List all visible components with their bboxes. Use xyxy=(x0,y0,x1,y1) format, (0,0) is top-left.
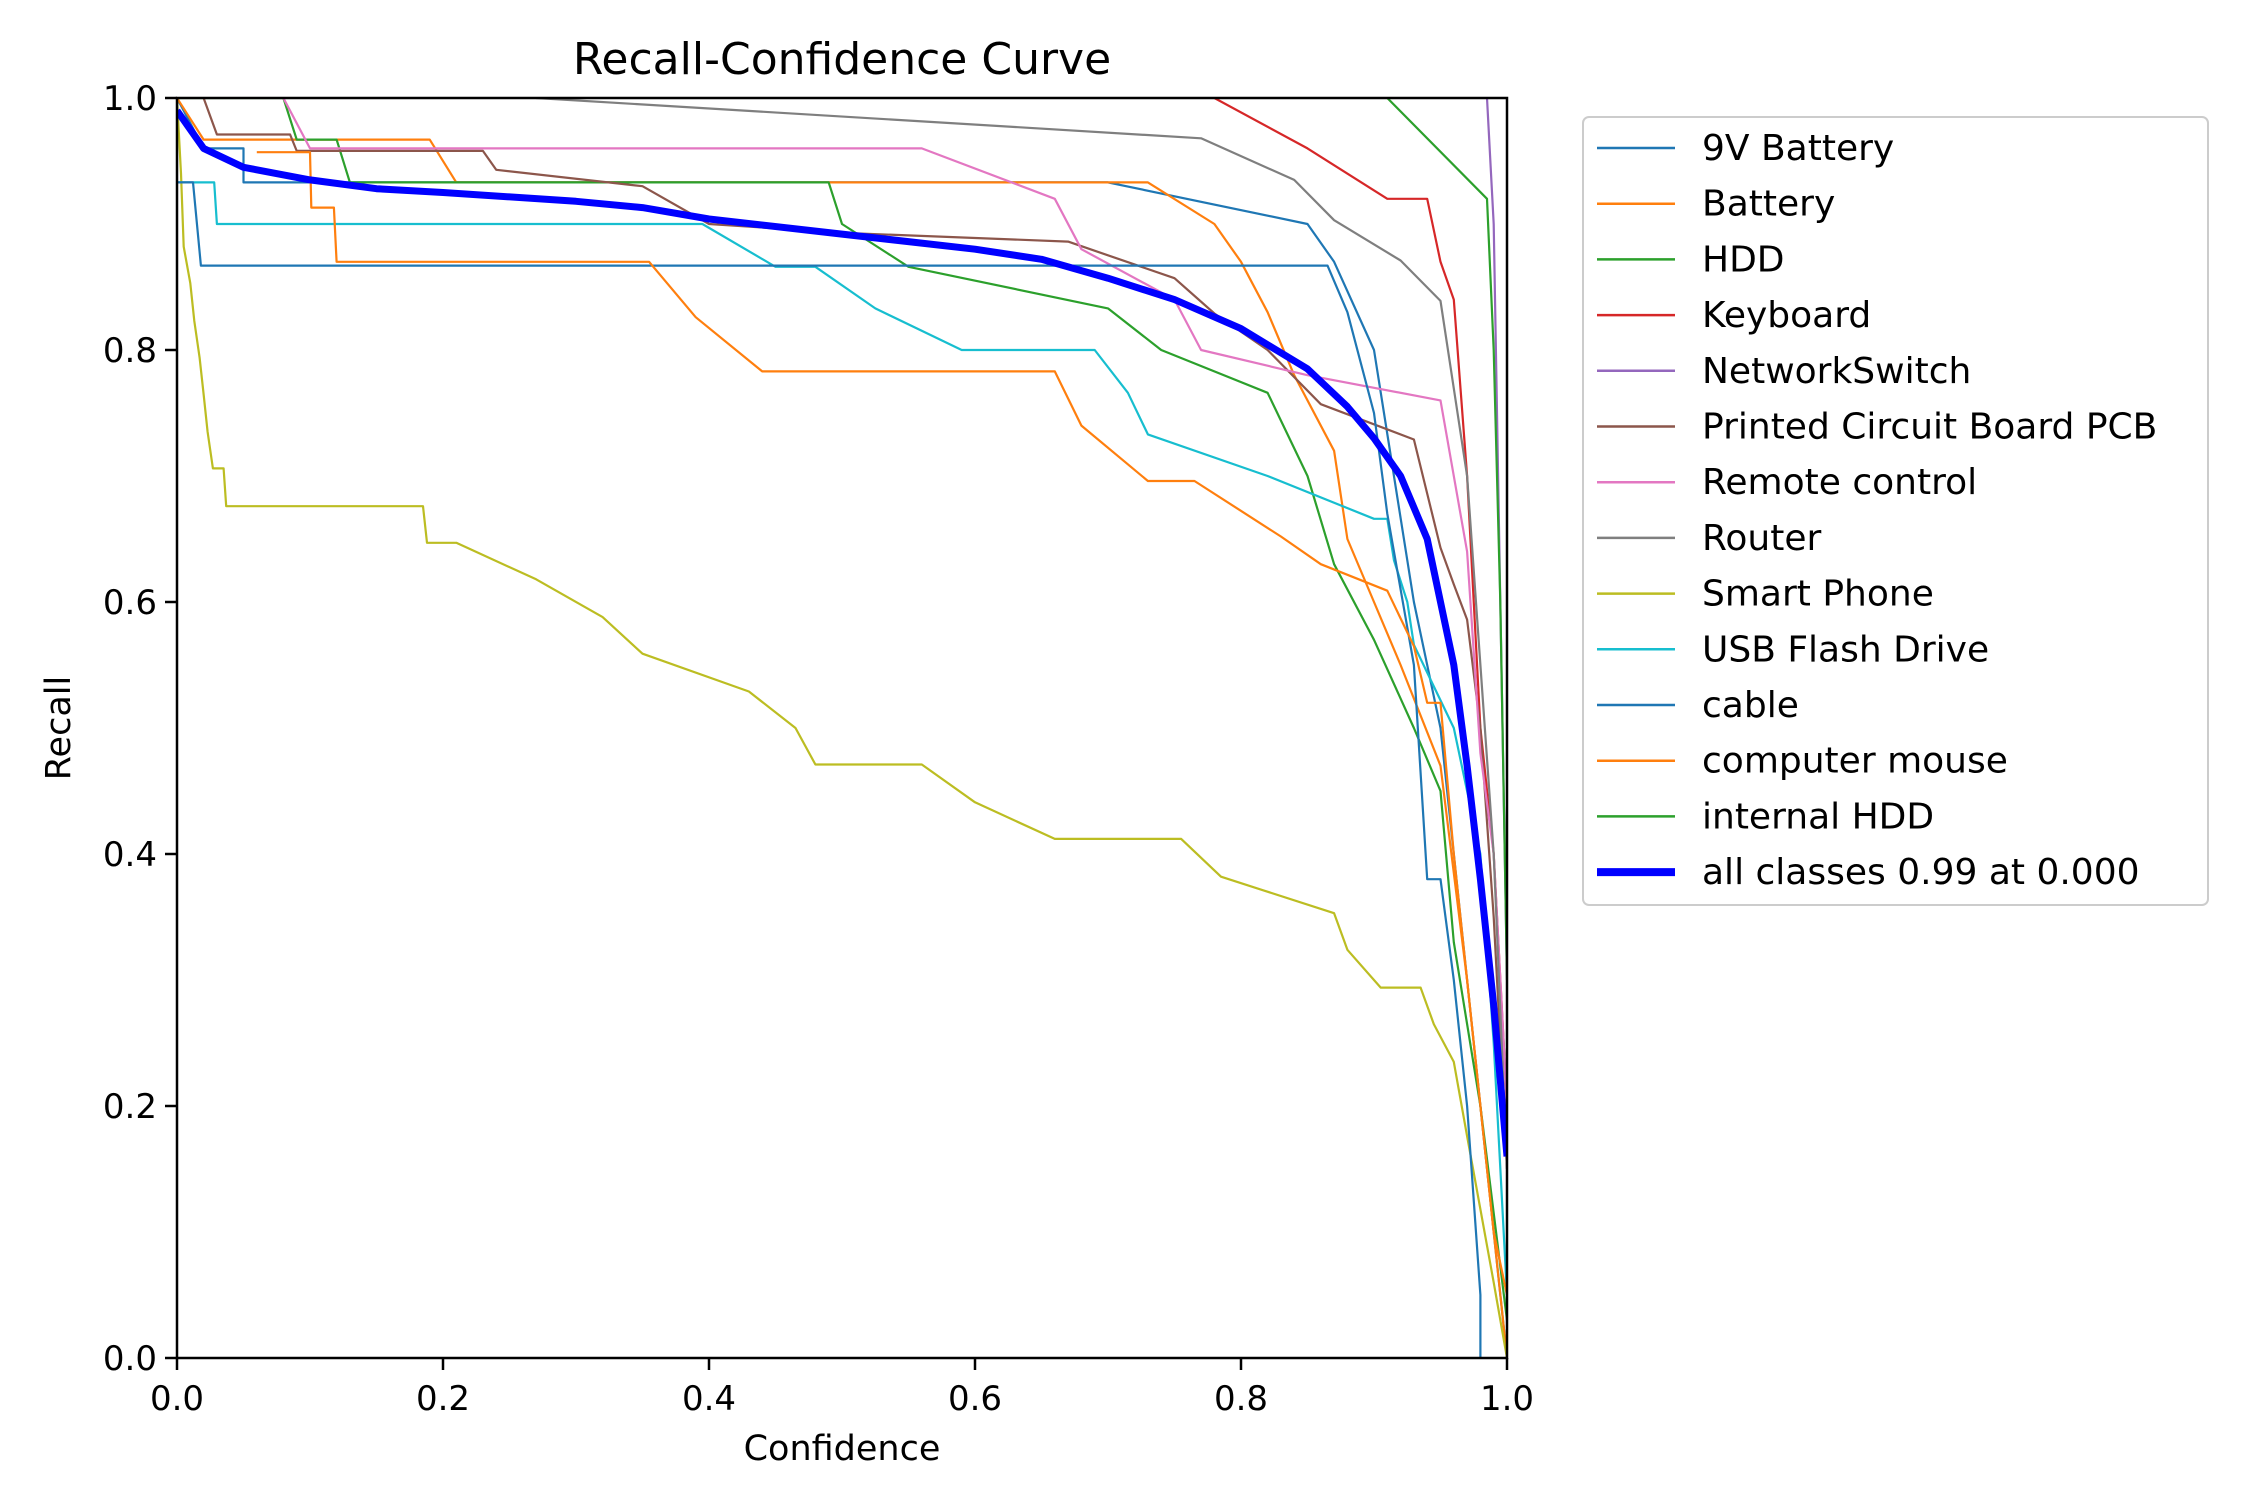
y-axis: 0.0 0.2 0.4 0.6 0.8 1.0 xyxy=(103,79,177,1379)
legend-label-12: internal HDD xyxy=(1702,796,1934,837)
legend-label-1: Battery xyxy=(1702,184,1835,225)
legend-label-11: computer mouse xyxy=(1702,741,2008,782)
series-line-0 xyxy=(177,98,1507,1358)
legend-label-5: Printed Circuit Board PCB xyxy=(1702,407,2157,448)
legend-label-7: Router xyxy=(1702,518,1822,559)
x-tick-label: 0.0 xyxy=(150,1379,204,1419)
series-line-7 xyxy=(536,98,1507,1170)
y-tick-label: 0.6 xyxy=(103,583,157,623)
legend-label-3: Keyboard xyxy=(1702,295,1871,336)
series-line-6 xyxy=(282,98,1507,1107)
legend-label-13: all classes 0.99 at 0.000 xyxy=(1702,852,2140,893)
y-tick-label: 0.2 xyxy=(103,1087,157,1127)
y-tick-label: 0.0 xyxy=(103,1339,157,1379)
x-axis-label: Confidence xyxy=(744,1429,941,1469)
series-line-2 xyxy=(177,98,1507,1321)
x-tick-label: 0.6 xyxy=(948,1379,1002,1419)
legend-label-6: Remote control xyxy=(1702,462,1977,503)
series-layer xyxy=(177,98,1507,1358)
x-tick-label: 0.4 xyxy=(682,1379,736,1419)
legend-label-10: cable xyxy=(1702,685,1799,726)
x-tick-label: 1.0 xyxy=(1480,1379,1534,1419)
series-line-3 xyxy=(1213,98,1507,1107)
legend-label-0: 9V Battery xyxy=(1702,128,1894,169)
legend-label-4: NetworkSwitch xyxy=(1702,351,1971,392)
legend-box xyxy=(1582,116,2209,906)
legend-label-2: HDD xyxy=(1702,239,1785,280)
series-line-13 xyxy=(177,108,1507,1157)
y-axis-label: Recall xyxy=(39,676,79,780)
x-axis: 0.0 0.2 0.4 0.6 0.8 1.0 xyxy=(150,1358,1534,1419)
y-tick-label: 1.0 xyxy=(103,79,157,119)
series-line-9 xyxy=(177,181,1507,1296)
legend: 9V Battery Battery HDD Keyboard NetworkSwitc… xyxy=(1582,116,2209,906)
series-line-8 xyxy=(177,98,1507,1358)
x-tick-label: 0.8 xyxy=(1214,1379,1268,1419)
legend-label-8: Smart Phone xyxy=(1702,574,1934,615)
series-line-1 xyxy=(177,98,1507,1358)
plot-frame xyxy=(175,96,1509,1360)
series-line-10 xyxy=(177,181,1482,1358)
series-line-11 xyxy=(256,151,1507,1296)
series-line-5 xyxy=(202,98,1507,1170)
series-line-12 xyxy=(1386,98,1507,981)
y-tick-label: 0.4 xyxy=(103,835,157,875)
chart-title: Recall-Confidence Curve xyxy=(573,34,1111,85)
x-tick-label: 0.2 xyxy=(416,1379,470,1419)
y-tick-label: 0.8 xyxy=(103,331,157,371)
legend-label-9: USB Flash Drive xyxy=(1702,629,1989,670)
